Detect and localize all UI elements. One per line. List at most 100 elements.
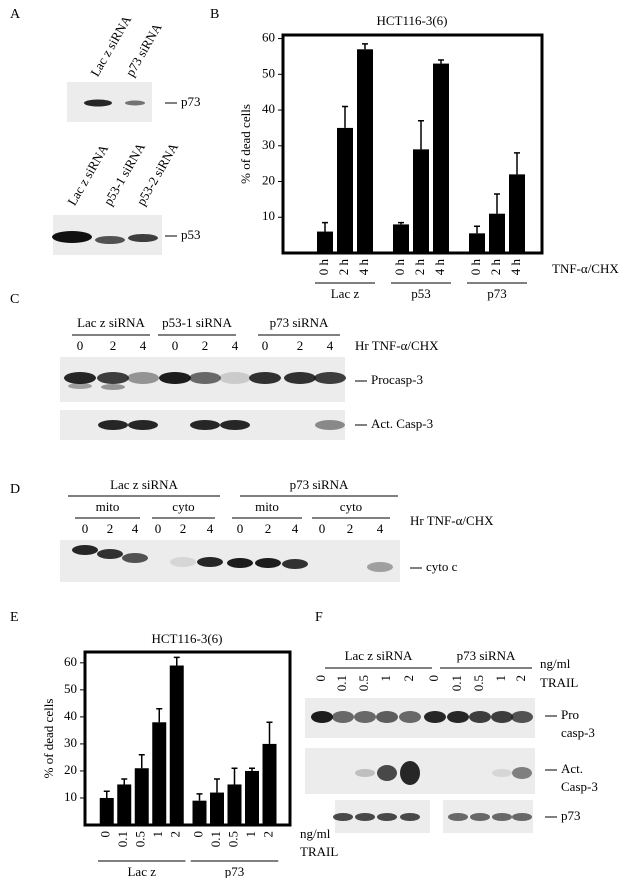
band [512,813,532,821]
group-label: Lac z siRNA [77,315,145,330]
panel-label: E [10,610,19,625]
band [424,711,446,723]
protein-label: cyto c [426,559,458,574]
error-bar [418,120,424,150]
band [333,813,353,821]
panel-label: F [315,610,323,625]
lane-label: 4 [232,338,239,353]
bar [192,800,207,825]
x-tick-label: 2 [168,831,183,838]
bar [169,665,184,825]
band [159,372,191,384]
error-bar [266,721,273,744]
band [97,372,129,384]
lane-label: 2 [107,521,114,536]
band [189,372,221,384]
x-tick-label: 0.5 [225,831,240,847]
bar [210,792,224,825]
lane-label: 2 [265,521,272,536]
treatment-label: Hr TNF-α/CHX [355,338,439,353]
y-tick-label: 50 [64,681,77,696]
protein-label: casp-3 [561,725,595,740]
panel-label: D [10,482,20,497]
band [315,420,345,430]
error-bar [514,152,520,175]
error-bar [214,778,220,793]
x-tick-label: 0.1 [208,831,223,847]
error-bar [196,793,203,801]
band [72,545,98,555]
bar [413,149,429,253]
group-label: Lac z siRNA [110,477,178,492]
band [492,813,512,821]
band [170,557,196,567]
plot-frame [83,650,292,827]
x-tick-label: 2 h [412,259,427,276]
band [220,420,250,430]
lane-label: 2 [297,338,304,353]
band [127,372,159,384]
protein-label: p73 [181,94,201,109]
x-tick-label: 4 h [432,259,447,276]
x-tick-label: 0 h [468,259,483,276]
y-tick-label: 40 [64,708,77,723]
x-tick-label: 0 h [316,259,331,276]
group-label: p53 [411,286,431,301]
bar [152,722,167,825]
y-tick-label: 50 [262,65,275,80]
protein-label: Act. [561,761,583,776]
band [367,562,393,572]
plot-frame [281,33,544,255]
band [282,559,308,569]
band [128,420,158,430]
band [197,557,223,567]
error-bar [249,767,255,771]
band [355,769,375,777]
lane-label: 4 [292,521,299,536]
error-bar [438,59,444,64]
group-label: p53-1 siRNA [162,315,232,330]
band [122,553,148,563]
band [125,100,145,106]
lane-label: 2 [202,338,209,353]
error-bar [173,656,180,666]
y-axis-label: % of dead cells [41,699,56,779]
x-tick-label: 0 [98,831,113,838]
band [491,711,513,723]
x-tick-label: 1 [150,831,165,838]
lane-label: 4 [132,521,139,536]
x-axis-label: TNF-α/CHX [552,261,619,276]
x-tick-label: 0.1 [115,831,130,847]
error-bar [138,753,145,769]
y-tick-label: 20 [262,173,275,188]
band [255,558,281,568]
band [95,236,125,244]
bar [134,768,149,825]
protein-label: Casp-3 [561,779,598,794]
error-bar [156,708,163,723]
y-tick-label: 60 [64,654,77,669]
band [447,711,469,723]
lane-label: 4 [207,521,214,536]
x-tick-label: 4 h [356,259,371,276]
group-label: p73 siRNA [457,648,516,663]
group-label: p73 siRNA [270,315,329,330]
bar [99,797,114,825]
group-label: p73 [487,286,507,301]
band [469,711,491,723]
band [190,420,220,430]
x-tick-label: 4 h [508,259,523,276]
band [355,813,375,821]
y-tick-label: 60 [262,30,275,45]
error-bar [398,221,404,225]
bar [393,224,409,253]
panel-label: B [210,7,219,22]
band [84,99,112,107]
x-tick-label: 0 [190,831,205,838]
y-tick-label: 30 [262,137,275,152]
bar [245,770,259,825]
band [101,384,125,390]
chart-title: HCT116-3(6) [376,13,447,28]
band [64,372,96,384]
